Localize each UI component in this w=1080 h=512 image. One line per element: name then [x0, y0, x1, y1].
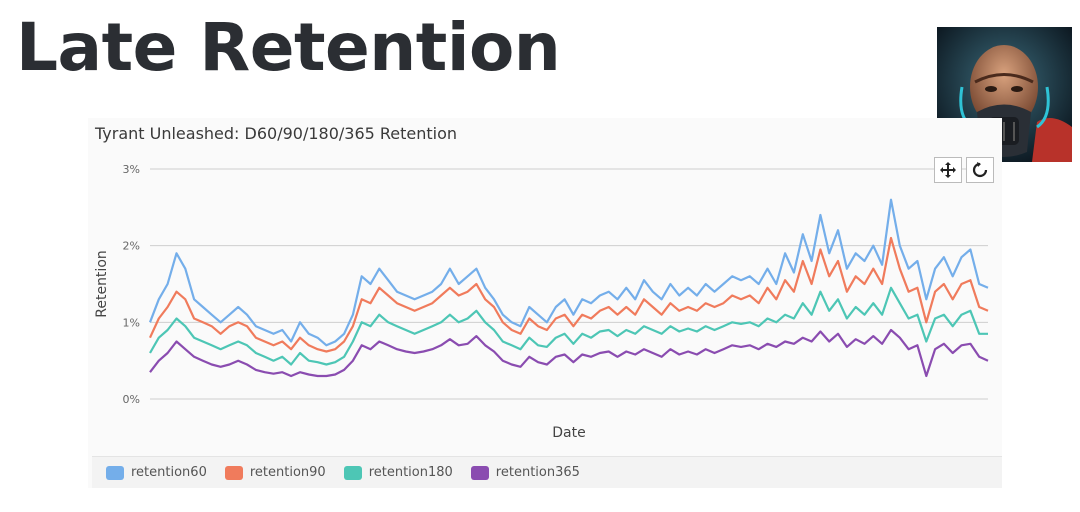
- series-line-retention90: [149, 236, 989, 353]
- legend-label: retention60: [131, 465, 207, 480]
- y-tick-label: 0%: [123, 393, 140, 406]
- slide-title: Late Retention: [16, 9, 561, 86]
- refresh-icon: [972, 162, 988, 178]
- legend-label: retention90: [249, 465, 326, 480]
- series-line-retention365: [149, 328, 989, 378]
- y-tick-label: 3%: [123, 163, 140, 176]
- legend-swatch: [470, 465, 489, 480]
- reset-button[interactable]: [966, 157, 994, 183]
- retention-line-chart: 0% 1% 2% 3% Retention Date: [94, 163, 989, 441]
- y-tick-label: 1%: [123, 316, 140, 329]
- legend-swatch: [224, 465, 243, 480]
- legend-item-retention180[interactable]: retention180: [343, 465, 453, 480]
- legend-swatch: [343, 465, 362, 480]
- chart-title: Tyrant Unleashed: D60/90/180/365 Retenti…: [95, 124, 458, 143]
- series-line-retention60: [148, 198, 989, 347]
- chart-panel: [88, 118, 1002, 488]
- series-line-retention180: [149, 286, 988, 366]
- legend-label: retention365: [495, 465, 580, 480]
- chart-legend: retention60 retention90 retention180 ret…: [92, 456, 1002, 488]
- y-tick-label: 2%: [123, 240, 140, 253]
- move-button[interactable]: [934, 157, 962, 183]
- legend-item-retention365[interactable]: retention365: [470, 465, 580, 480]
- legend-label: retention180: [368, 465, 453, 480]
- legend-item-retention60[interactable]: retention60: [106, 465, 207, 480]
- x-axis-title: Date: [552, 425, 585, 441]
- move-arrows-icon: [940, 162, 956, 178]
- y-axis-title: Retention: [94, 250, 110, 318]
- legend-item-retention90[interactable]: retention90: [224, 465, 326, 480]
- legend-swatch: [106, 465, 124, 480]
